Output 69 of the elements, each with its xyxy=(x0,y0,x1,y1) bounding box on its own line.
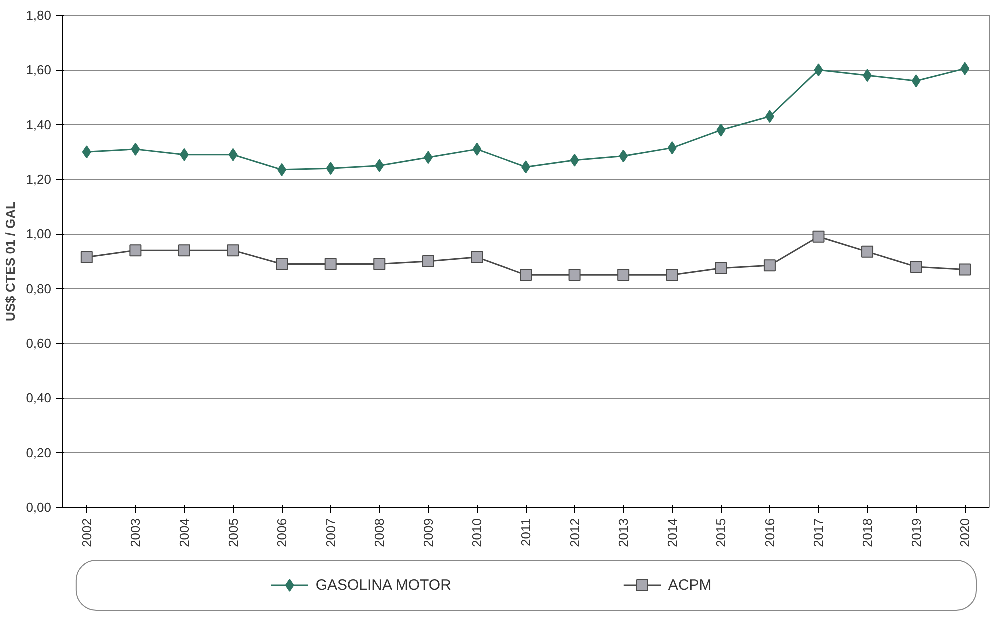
point xyxy=(178,244,190,257)
point xyxy=(130,244,142,257)
point xyxy=(424,151,433,164)
x-tick-label: 2010 xyxy=(470,518,485,548)
point xyxy=(520,269,532,282)
point xyxy=(619,150,628,163)
point xyxy=(80,251,93,264)
point xyxy=(862,246,874,258)
point xyxy=(960,62,970,76)
x-tick-label: 2007 xyxy=(323,518,338,548)
y-tick-label: 1,00 xyxy=(26,226,52,242)
x-tick-label: 2005 xyxy=(226,518,241,548)
x-tick-label: 2011 xyxy=(518,518,534,546)
x-tick-label: 2002 xyxy=(79,518,94,548)
point xyxy=(374,258,386,270)
x-tick-label: 2006 xyxy=(274,518,290,548)
legend-label: ACPM xyxy=(668,577,712,594)
x-tick-label: 2018 xyxy=(860,518,876,548)
y-tick-label: 1,20 xyxy=(26,172,52,187)
point xyxy=(422,256,434,268)
x-tick-label: 2009 xyxy=(420,518,436,548)
point xyxy=(666,269,678,282)
point xyxy=(228,148,238,162)
x-tick-label: 2003 xyxy=(128,518,144,548)
point xyxy=(765,110,774,124)
x-tick-label: 2008 xyxy=(372,518,388,548)
point xyxy=(375,159,384,172)
point xyxy=(227,244,240,257)
x-tick-label: 2015 xyxy=(714,518,729,548)
point xyxy=(912,74,921,88)
x-tick-label: 2014 xyxy=(664,518,680,548)
point xyxy=(812,230,825,243)
point xyxy=(716,124,726,137)
x-tick-label: 2012 xyxy=(567,518,582,548)
point xyxy=(324,258,337,270)
point xyxy=(568,269,581,282)
y-tick-label: 1,40 xyxy=(26,117,52,132)
x-tick-label: 2016 xyxy=(762,518,778,548)
point xyxy=(276,258,288,270)
x-tick-label: 2004 xyxy=(176,518,192,548)
point xyxy=(618,269,630,282)
point xyxy=(715,262,728,274)
y-tick-label: 1,60 xyxy=(26,62,52,78)
y-tick-label: 0,00 xyxy=(26,500,52,515)
x-tick-label: 2013 xyxy=(616,518,632,548)
point xyxy=(668,142,677,155)
y-tick-label: 1,80 xyxy=(26,8,52,23)
point xyxy=(82,146,92,159)
x-tick-label: 2019 xyxy=(908,518,924,548)
y-axis-title: US$ CTES 01 / GAL xyxy=(3,201,18,322)
point xyxy=(471,251,484,264)
y-tick-label: 0,20 xyxy=(26,445,52,460)
point xyxy=(180,148,189,162)
x-tick-label: 2017 xyxy=(811,518,826,548)
point xyxy=(863,69,872,82)
point xyxy=(764,260,776,272)
x-tick-label: 2020 xyxy=(958,518,973,548)
point xyxy=(326,162,336,176)
point xyxy=(814,64,824,77)
point xyxy=(278,163,287,176)
y-tick-label: 0,60 xyxy=(26,336,52,351)
y-tick-label: 0,40 xyxy=(26,390,52,406)
point xyxy=(910,260,922,273)
point xyxy=(131,142,140,156)
point xyxy=(959,264,972,276)
legend-label: GASOLINA MOTOR xyxy=(316,577,452,594)
point xyxy=(570,154,580,167)
y-tick-label: 0,80 xyxy=(26,281,52,296)
point xyxy=(472,142,482,156)
